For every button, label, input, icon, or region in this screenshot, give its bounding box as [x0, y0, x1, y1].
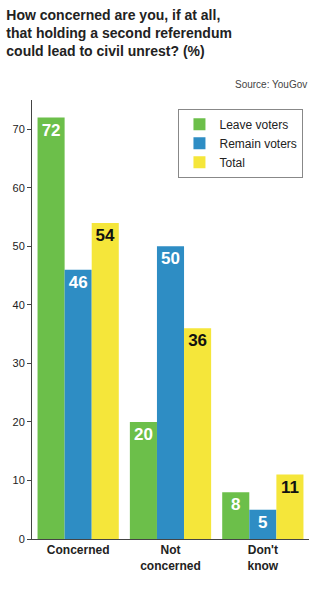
svg-text:11: 11	[281, 478, 299, 497]
svg-text:8: 8	[231, 495, 240, 514]
svg-text:54: 54	[96, 226, 115, 245]
svg-text:36: 36	[188, 331, 207, 350]
svg-text:40: 40	[13, 299, 25, 311]
svg-text:50: 50	[13, 240, 25, 252]
svg-text:20: 20	[134, 425, 153, 444]
svg-text:30: 30	[13, 357, 25, 369]
svg-text:50: 50	[161, 249, 180, 268]
svg-text:0: 0	[19, 533, 25, 545]
svg-text:Leave voters: Leave voters	[219, 118, 288, 132]
svg-text:Concerned: Concerned	[47, 543, 110, 557]
svg-text:Total: Total	[219, 156, 244, 170]
svg-text:60: 60	[13, 182, 25, 194]
svg-text:72: 72	[42, 121, 61, 140]
svg-text:46: 46	[69, 273, 88, 292]
svg-text:How concerned are you, if at a: How concerned are you, if at all,that ho…	[6, 7, 232, 59]
svg-text:Notconcerned: Notconcerned	[140, 543, 201, 573]
svg-text:5: 5	[258, 513, 267, 532]
svg-text:70: 70	[13, 123, 25, 135]
svg-text:10: 10	[13, 474, 25, 486]
svg-text:Remain voters: Remain voters	[219, 137, 296, 151]
svg-text:Source: YouGov: Source: YouGov	[235, 79, 307, 90]
svg-text:Don'tknow: Don'tknow	[247, 543, 278, 573]
svg-text:20: 20	[13, 416, 25, 428]
